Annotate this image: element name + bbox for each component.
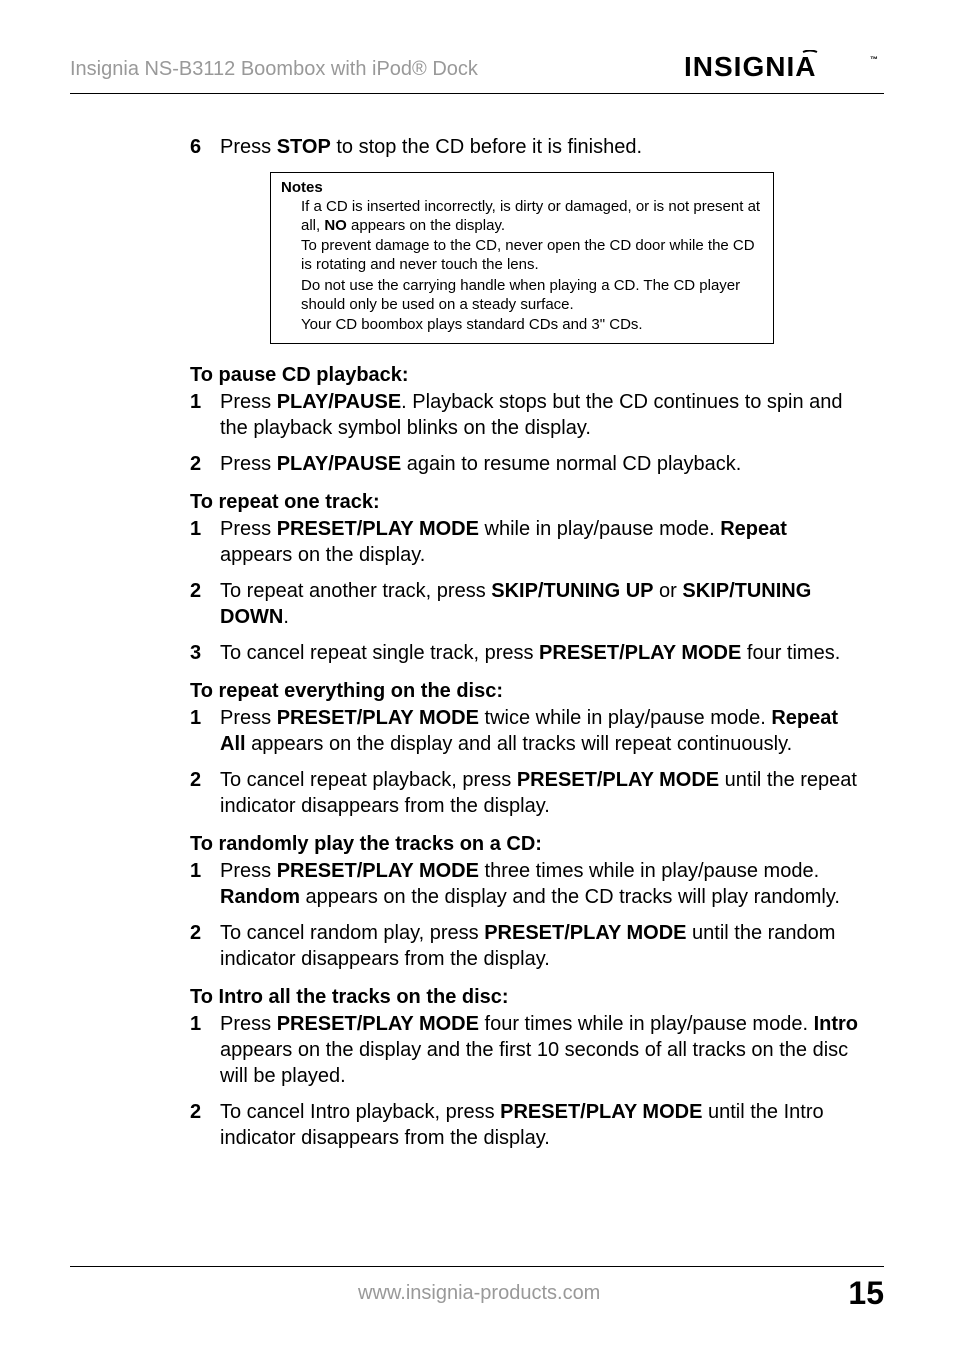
instruction-step: 2To cancel Intro playback, press PRESET/…	[190, 1099, 864, 1151]
step-text: Press PRESET/PLAY MODE three times while…	[220, 858, 864, 910]
step-text: Press STOP to stop the CD before it is f…	[220, 134, 864, 160]
step-text: Press PRESET/PLAY MODE while in play/pau…	[220, 516, 864, 568]
step-text: Press PLAY/PAUSE again to resume normal …	[220, 451, 864, 477]
instruction-step: 1Press PRESET/PLAY MODE four times while…	[190, 1011, 864, 1089]
notes-title: Notes	[281, 179, 763, 198]
header-title: Insignia NS-B3112 Boombox with iPod® Doc…	[70, 58, 478, 81]
insignia-logo-icon: INSIGNIA ™	[684, 50, 884, 82]
step-number: 1	[190, 705, 220, 757]
step-number: 1	[190, 1011, 220, 1089]
step-text: Press PRESET/PLAY MODE twice while in pl…	[220, 705, 864, 757]
footer-page-number: 15	[848, 1275, 884, 1312]
step-number: 1	[190, 389, 220, 441]
step-text: Press PLAY/PAUSE. Playback stops but the…	[220, 389, 864, 441]
instruction-step: 2To cancel random play, press PRESET/PLA…	[190, 920, 864, 972]
instruction-step: 1Press PRESET/PLAY MODE while in play/pa…	[190, 516, 864, 568]
notes-box: NotesIf a CD is inserted incorrectly, is…	[270, 172, 774, 344]
instruction-step: 3To cancel repeat single track, press PR…	[190, 640, 864, 666]
footer-url: www.insignia-products.com	[110, 1282, 848, 1305]
instruction-step: 2To cancel repeat playback, press PRESET…	[190, 767, 864, 819]
step-text: To cancel repeat single track, press PRE…	[220, 640, 864, 666]
notes-item: If a CD is inserted incorrectly, is dirt…	[281, 198, 763, 236]
section-heading: To repeat everything on the disc:	[190, 680, 864, 703]
step-text: To cancel random play, press PRESET/PLAY…	[220, 920, 864, 972]
notes-item: Do not use the carrying handle when play…	[281, 277, 763, 315]
step-number: 2	[190, 578, 220, 630]
instruction-step: 6Press STOP to stop the CD before it is …	[190, 134, 864, 160]
page-header: Insignia NS-B3112 Boombox with iPod® Doc…	[70, 50, 884, 94]
step-number: 2	[190, 1099, 220, 1151]
svg-text:INSIGNIA: INSIGNIA	[684, 51, 816, 82]
svg-text:™: ™	[870, 55, 879, 64]
section-heading: To randomly play the tracks on a CD:	[190, 833, 864, 856]
section-heading: To Intro all the tracks on the disc:	[190, 986, 864, 1009]
step-number: 3	[190, 640, 220, 666]
step-text: To repeat another track, press SKIP/TUNI…	[220, 578, 864, 630]
notes-item: To prevent damage to the CD, never open …	[281, 237, 763, 275]
instruction-step: 1Press PRESET/PLAY MODE twice while in p…	[190, 705, 864, 757]
instruction-step: 1Press PLAY/PAUSE. Playback stops but th…	[190, 389, 864, 441]
step-number: 2	[190, 767, 220, 819]
instruction-step: 1Press PRESET/PLAY MODE three times whil…	[190, 858, 864, 910]
step-number: 6	[190, 134, 220, 160]
step-number: 2	[190, 920, 220, 972]
step-number: 2	[190, 451, 220, 477]
page-footer: www.insignia-products.com 15	[70, 1266, 884, 1312]
section-heading: To repeat one track:	[190, 491, 864, 514]
instruction-step: 2Press PLAY/PAUSE again to resume normal…	[190, 451, 864, 477]
step-number: 1	[190, 516, 220, 568]
step-text: To cancel Intro playback, press PRESET/P…	[220, 1099, 864, 1151]
page-container: Insignia NS-B3112 Boombox with iPod® Doc…	[0, 0, 954, 1352]
notes-item: Your CD boombox plays standard CDs and 3…	[281, 316, 763, 335]
instruction-step: 2To repeat another track, press SKIP/TUN…	[190, 578, 864, 630]
step-number: 1	[190, 858, 220, 910]
step-text: Press PRESET/PLAY MODE four times while …	[220, 1011, 864, 1089]
content-area: 6Press STOP to stop the CD before it is …	[70, 134, 884, 1151]
section-heading: To pause CD playback:	[190, 364, 864, 387]
step-text: To cancel repeat playback, press PRESET/…	[220, 767, 864, 819]
brand-logo: INSIGNIA ™	[684, 50, 884, 89]
